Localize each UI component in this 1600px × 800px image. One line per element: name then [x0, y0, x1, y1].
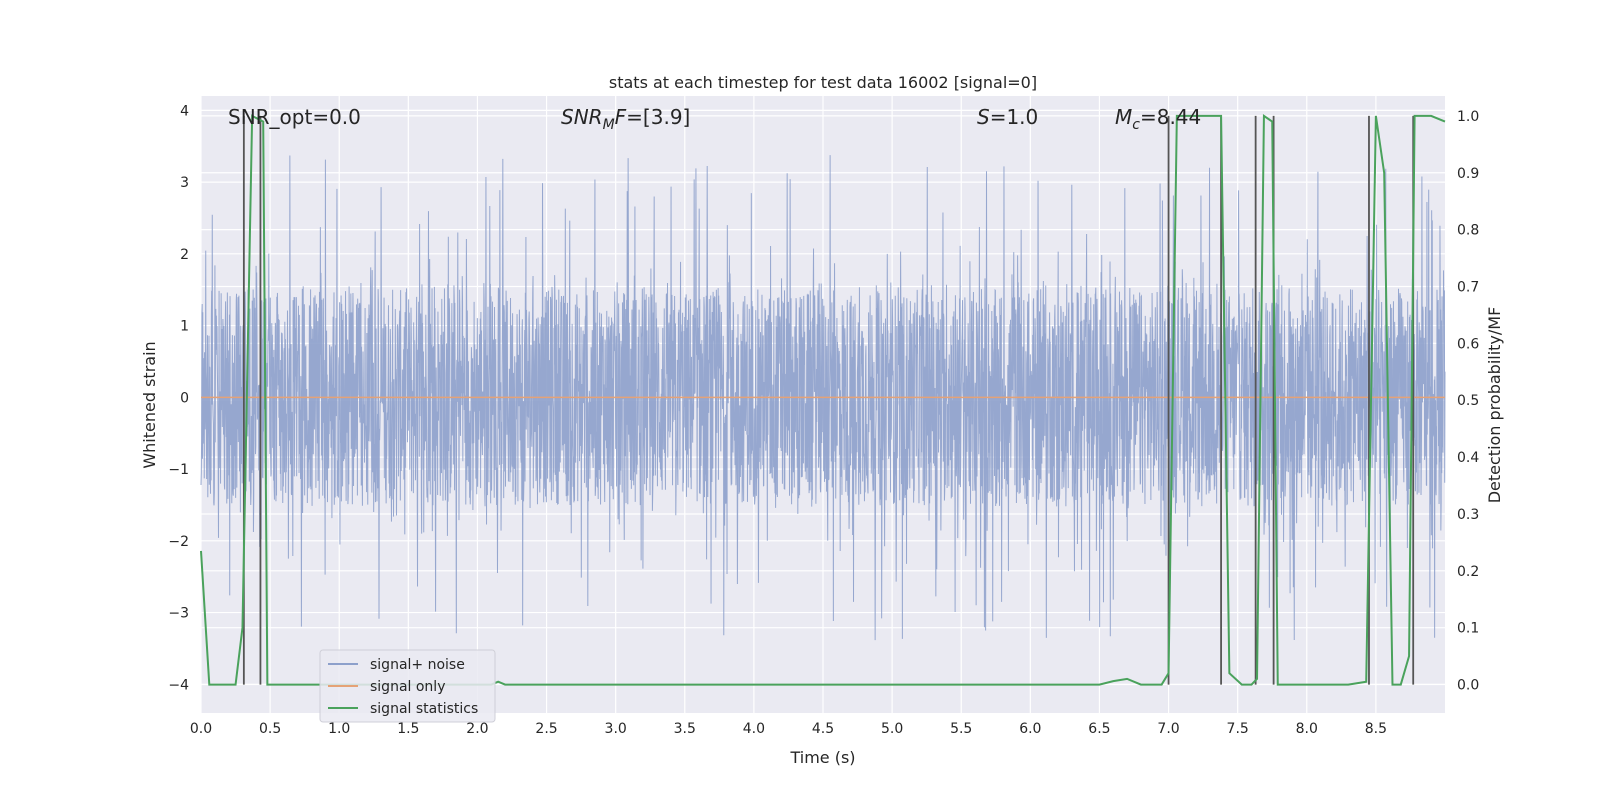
y-tick-label-right: 0.8: [1457, 223, 1479, 239]
annotation-snr-mf-value: =[3.9]: [626, 105, 690, 129]
annotation-snr-mf: SNRMF=[3.9]: [561, 105, 690, 133]
annotation-mc-symbol: M: [1115, 105, 1132, 129]
x-tick-label: 6.5: [1088, 721, 1110, 737]
x-tick-label: 1.0: [328, 721, 350, 737]
y-tick-label-left: −3: [168, 606, 189, 622]
x-tick-label: 6.0: [1019, 721, 1041, 737]
annotation-mc-sub: c: [1132, 117, 1140, 133]
x-tick-label: 7.5: [1227, 721, 1249, 737]
y-axis-label-left: Whitened strain: [140, 341, 159, 468]
x-tick-label: 8.5: [1365, 721, 1387, 737]
y-axis-label-right: Detection probability/MF: [1485, 307, 1504, 504]
chart-title: stats at each timestep for test data 160…: [609, 73, 1037, 92]
x-tick-label: 4.5: [812, 721, 834, 737]
y-tick-label-right: 0.6: [1457, 336, 1479, 352]
noise-series: [200, 155, 1446, 641]
y-tick-label-right: 0.0: [1457, 678, 1479, 694]
y-tick-label-right: 0.9: [1457, 166, 1479, 182]
x-tick-label: 5.0: [881, 721, 903, 737]
y-tick-label-left: 4: [180, 103, 189, 119]
signal-statistics-line: [200, 114, 1446, 686]
y-tick-label-right: 0.3: [1457, 507, 1479, 523]
legend-label-signal-only: signal only: [370, 679, 445, 695]
legend-box: [319, 649, 496, 723]
legend-label-signal-noise: signal+ noise: [370, 657, 465, 673]
annotation-snr-opt: SNR_opt=0.0: [228, 105, 361, 129]
y-tick-label-right: 0.1: [1457, 621, 1479, 637]
x-tick-label: 8.0: [1296, 721, 1318, 737]
y-tick-label-left: −1: [168, 462, 189, 478]
line-series: [200, 114, 1446, 686]
x-tick-label: 5.5: [950, 721, 972, 737]
y-tick-label-left: 3: [180, 175, 189, 191]
y-tick-label-left: 0: [180, 390, 189, 406]
y-tick-label-left: −4: [168, 677, 189, 693]
y-tick-label-right: 0.4: [1457, 450, 1479, 466]
annotation-snr-mf-main: SNR: [561, 105, 603, 129]
y-tick-label-right: 1.0: [1457, 109, 1479, 125]
y-tick-label-left: 1: [180, 319, 189, 335]
annotation-mc: Mc=8.44: [1115, 105, 1201, 133]
legend: signal+ noise signal only signal statist…: [319, 649, 496, 723]
x-tick-label: 2.5: [535, 721, 557, 737]
x-tick-label: 1.5: [397, 721, 419, 737]
x-tick-label: 0.5: [259, 721, 281, 737]
annotation-s-symbol: S: [977, 105, 990, 129]
x-tick-label: 2.0: [466, 721, 488, 737]
y-tick-label-left: 2: [180, 247, 189, 263]
y-tick-label-right: 0.2: [1457, 564, 1479, 580]
tick-labels: 0.0 0.5 1.0 1.5 2.0 2.5 3.0 3.5 4.0 4.5 5.0 5.5 6.0 6…: [168, 103, 1479, 737]
annotation-mc-value: =8.44: [1140, 105, 1201, 129]
annotations: SNR_opt=0.0 SNRMF=[3.9] S=1.0 Mc=8.44: [228, 105, 1201, 133]
x-tick-label: 3.0: [605, 721, 627, 737]
y-tick-label-left: −2: [168, 534, 189, 550]
x-tick-label: 3.5: [674, 721, 696, 737]
annotation-s: S=1.0: [977, 105, 1038, 129]
x-tick-label: 4.0: [743, 721, 765, 737]
x-axis-label: Time (s): [789, 748, 855, 767]
legend-label-signal-statistics: signal statistics: [370, 701, 478, 717]
x-tick-label: 7.0: [1157, 721, 1179, 737]
annotation-s-value: =1.0: [990, 105, 1039, 129]
annotation-snr-mf-sub: M: [603, 117, 615, 133]
signal-noise-line: [200, 155, 1446, 641]
x-tick-label: 0.0: [190, 721, 212, 737]
y-tick-label-right: 0.7: [1457, 280, 1479, 296]
y-tick-label-right: 0.5: [1457, 393, 1479, 409]
annotation-snr-mf-rest: F: [615, 105, 627, 129]
